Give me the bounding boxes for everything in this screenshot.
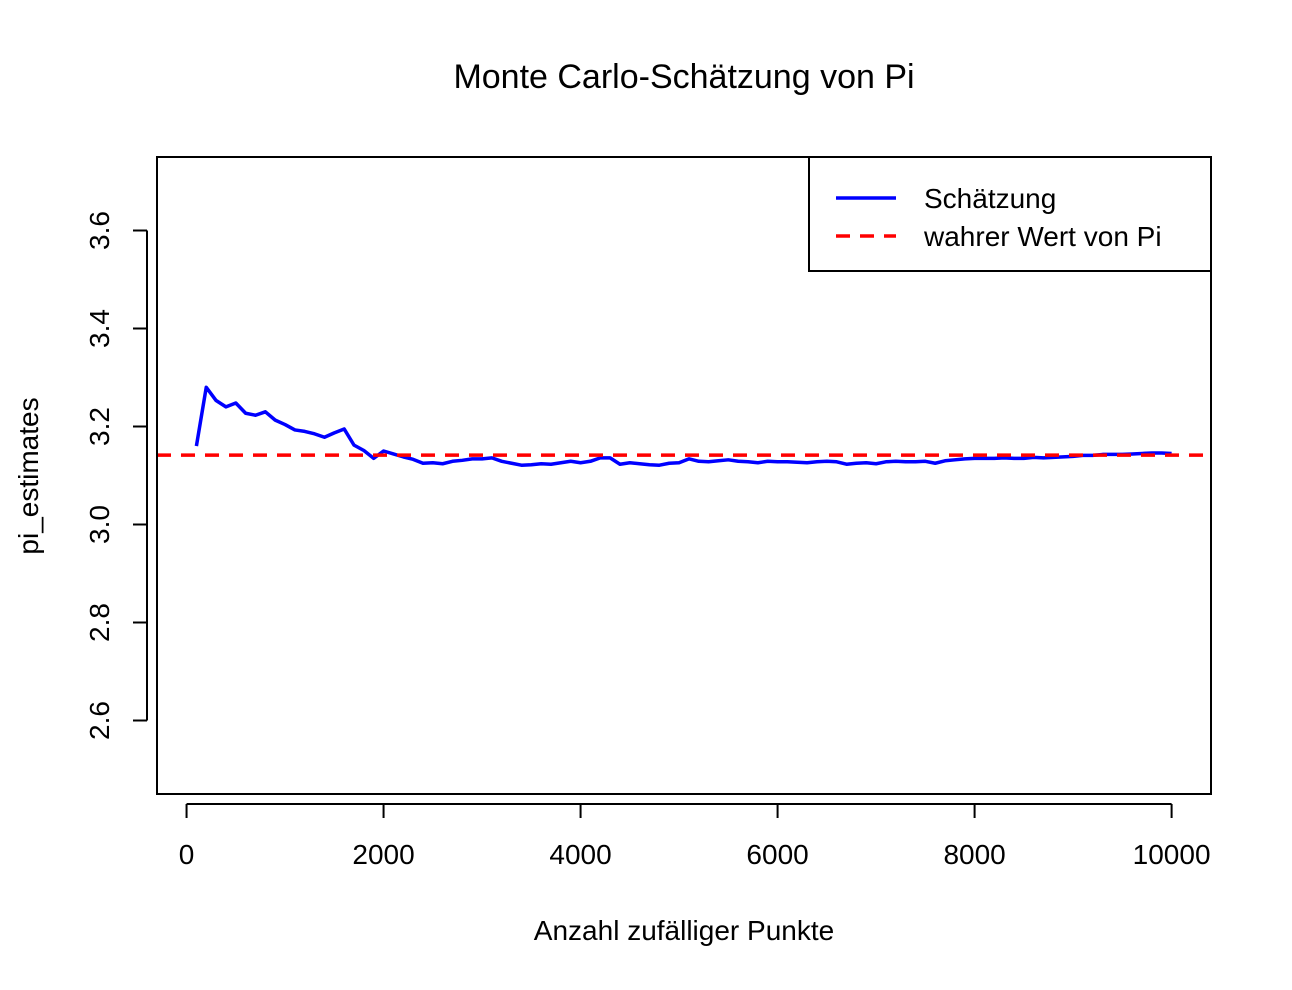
y-tick-label: 3.0	[84, 505, 115, 544]
x-axis: 0 2000 4000 6000 8000 10000	[179, 803, 1211, 870]
x-tick-label: 10000	[1133, 839, 1211, 870]
x-tick-label: 0	[179, 839, 195, 870]
legend-label-estimate: Schätzung	[924, 183, 1056, 214]
series-layer	[157, 385, 1211, 467]
chart-title: Monte Carlo-Schätzung von Pi	[453, 58, 914, 96]
legend-box	[808, 156, 1212, 272]
legend-label-true-pi: wahrer Wert von Pi	[923, 221, 1162, 252]
y-tick-label: 2.8	[84, 603, 115, 642]
y-axis-label: pi_estimates	[13, 397, 44, 554]
y-tick-label: 3.4	[84, 309, 115, 348]
x-tick-label: 4000	[549, 839, 611, 870]
x-tick-label: 8000	[943, 839, 1005, 870]
x-tick-label: 2000	[352, 839, 414, 870]
y-tick-label: 3.2	[84, 407, 115, 446]
y-tick-label: 3.6	[84, 211, 115, 250]
y-axis: 2.6 2.8 3.0 3.2 3.4 3.6	[84, 211, 148, 740]
x-tick-label: 6000	[746, 839, 808, 870]
plot-frame	[156, 156, 1212, 795]
y-tick-label: 2.6	[84, 701, 115, 740]
legend: Schätzung wahrer Wert von Pi	[808, 156, 1212, 272]
series-line-estimate	[194, 385, 1172, 467]
x-axis-label: Anzahl zufälliger Punkte	[534, 915, 834, 946]
